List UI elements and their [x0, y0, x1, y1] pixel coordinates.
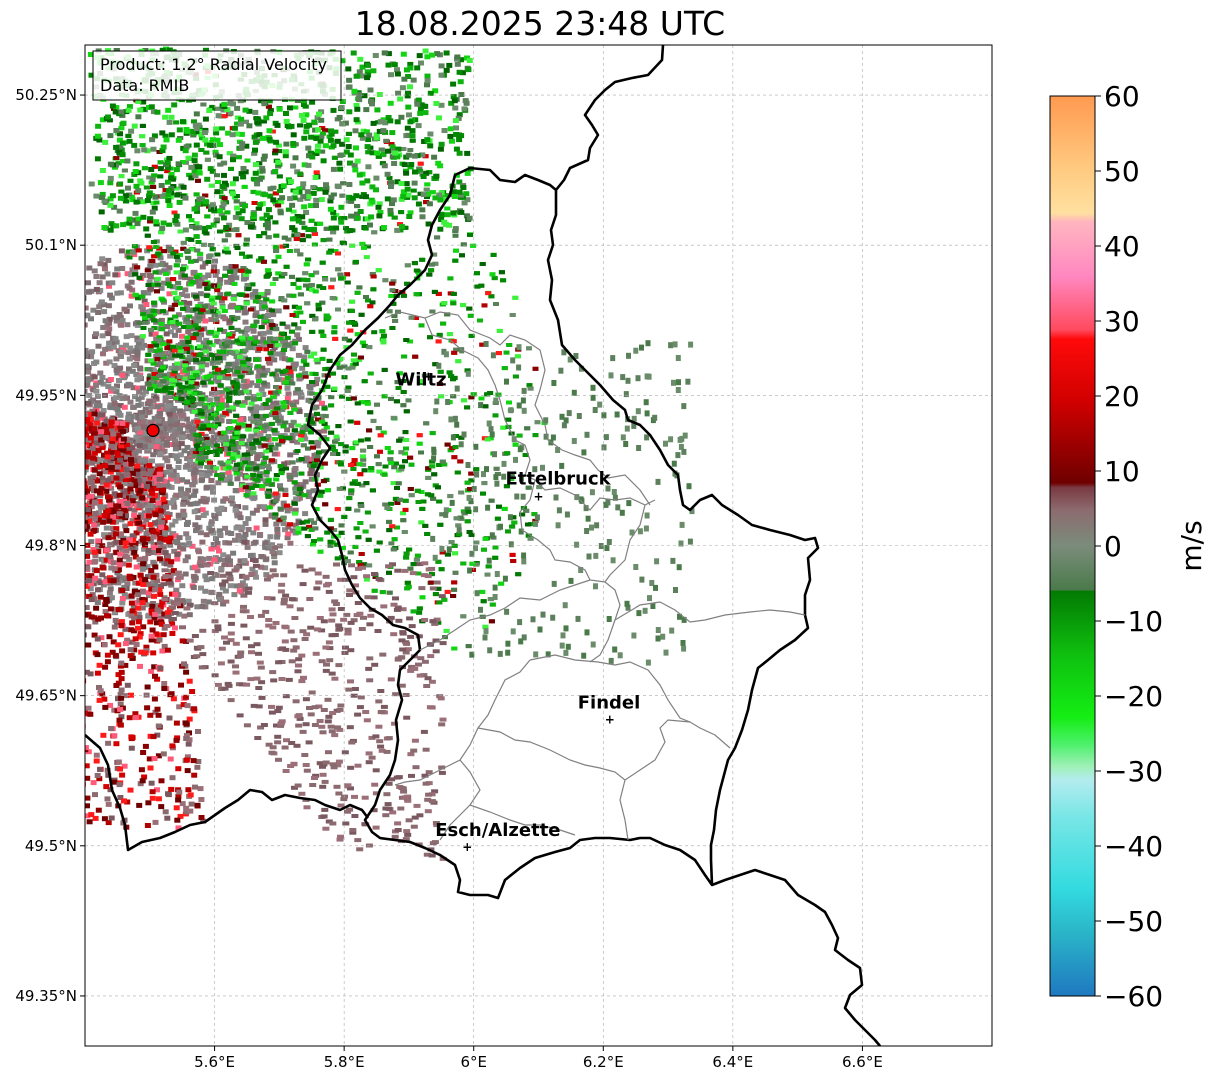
lat-tick-label: 49.5°N — [25, 837, 77, 855]
colorbar-tick-label: −50 — [1104, 905, 1163, 938]
colorbar-tick-label: −60 — [1104, 980, 1163, 1013]
colorbar-tick-label: 30 — [1104, 305, 1140, 338]
canton-border — [519, 479, 621, 663]
canton-border — [624, 719, 691, 781]
colorbar-tick-label: 0 — [1104, 530, 1122, 563]
canton-border — [614, 601, 806, 623]
lon-tick-label: 5.6°E — [194, 1053, 235, 1071]
city-marker: + — [462, 840, 472, 854]
city-marker: + — [423, 369, 433, 383]
canton-border — [604, 504, 646, 583]
colorbar-scale — [1049, 95, 1096, 997]
lat-tick-label: 49.65°N — [15, 687, 77, 705]
city-label: Esch/Alzette — [435, 820, 560, 841]
colorbar-tick-label: −30 — [1104, 755, 1163, 788]
radar-site-marker — [146, 423, 160, 437]
canton-border — [384, 311, 651, 506]
canton-border — [394, 659, 531, 786]
colorbar-tick-label: 10 — [1104, 455, 1140, 488]
colorbar-tick-label: 40 — [1104, 230, 1140, 263]
radar-echo-layer — [85, 46, 695, 861]
canton-borders — [384, 311, 806, 841]
lat-tick-label: 50.25°N — [15, 86, 77, 104]
germany-france-border — [711, 868, 881, 1046]
city-label: Findel — [578, 693, 641, 714]
map-title: 18.08.2025 23:48 UTC — [354, 4, 726, 43]
colorbar-tick-label: −10 — [1104, 605, 1163, 638]
country-borders — [85, 45, 881, 1046]
map-axes: 50.25°N 50.1°N 49.95°N 49.8°N 49.65°N 49.5°N 4… — [15, 86, 883, 1071]
city-markers: +Wiltz+Ettelbruck+Findel+Esch/Alzette — [395, 369, 640, 853]
lat-tick-label: 49.8°N — [25, 537, 77, 555]
lon-tick-label: 6°E — [460, 1053, 487, 1071]
colorbar-tick-label: 20 — [1104, 380, 1140, 413]
city-marker: + — [605, 713, 615, 727]
colorbar-unit-label: m/s — [1175, 520, 1207, 571]
colorbar-tick-label: −20 — [1104, 680, 1163, 713]
luxembourg-border — [306, 45, 820, 900]
data-source-label: Data: RMIB — [100, 76, 189, 95]
canton-border — [469, 804, 576, 836]
colorbar-tick-label: −40 — [1104, 830, 1163, 863]
city-label: Ettelbruck — [506, 468, 612, 489]
city-label: Wiltz — [395, 369, 446, 390]
colorbar: 60 50 40 30 20 10 0 −10 −20 −30 −40 −50 −60 m/s — [1049, 80, 1207, 1013]
canton-border — [424, 317, 656, 511]
lat-tick-label: 50.1°N — [25, 236, 77, 254]
lon-tick-label: 6.6°E — [842, 1053, 883, 1071]
product-info-box: Product: 1.2° Radial Velocity Data: RMIB — [92, 50, 342, 101]
canton-border — [477, 727, 629, 841]
canton-border — [419, 579, 591, 651]
lat-tick-label: 49.95°N — [15, 386, 77, 404]
lon-tick-label: 6.4°E — [712, 1053, 753, 1071]
canton-border — [529, 654, 731, 749]
lat-tick-label: 49.35°N — [15, 987, 77, 1005]
lon-tick-label: 6.2°E — [583, 1053, 624, 1071]
colorbar-ticks: 60 50 40 30 20 10 0 −10 −20 −30 −40 −50 −60 — [1095, 80, 1163, 1013]
city-marker: + — [533, 489, 543, 503]
colorbar-tick-label: 50 — [1104, 155, 1140, 188]
lon-tick-label: 5.8°E — [324, 1053, 365, 1071]
product-label: Product: 1.2° Radial Velocity — [100, 55, 327, 74]
colorbar-tick-label: 60 — [1104, 80, 1140, 113]
belgium-france-border — [85, 734, 370, 852]
